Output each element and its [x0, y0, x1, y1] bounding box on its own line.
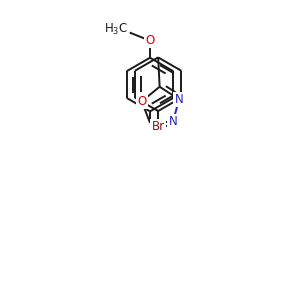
Text: N: N	[169, 115, 177, 128]
Text: H$_3$C: H$_3$C	[104, 22, 128, 38]
Text: N: N	[175, 93, 183, 106]
Text: Br: Br	[152, 120, 165, 133]
Text: O: O	[137, 95, 146, 108]
Text: O: O	[146, 34, 154, 47]
